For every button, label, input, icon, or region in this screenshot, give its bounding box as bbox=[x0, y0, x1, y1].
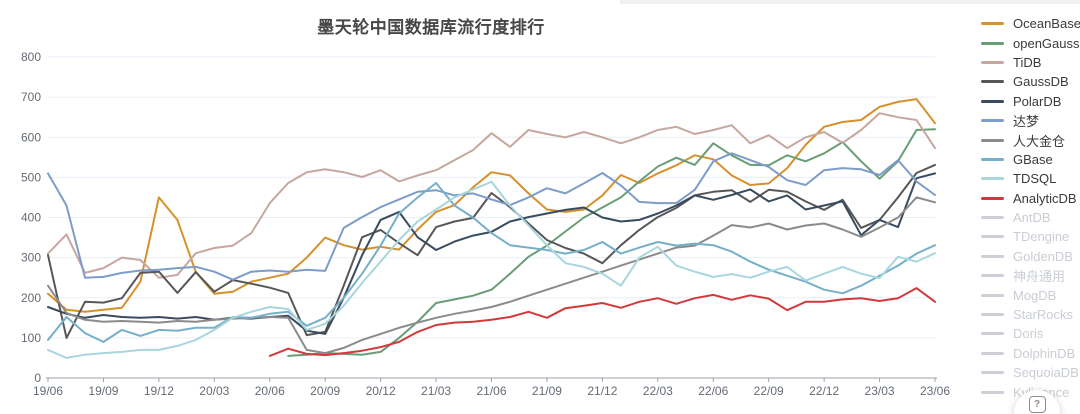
legend-label: AnalyticDB bbox=[1013, 190, 1077, 206]
y-axis-label: 600 bbox=[21, 130, 41, 144]
legend-swatch-icon bbox=[981, 235, 1004, 239]
legend-label: AntDB bbox=[1013, 210, 1051, 226]
y-axis-label: 200 bbox=[21, 291, 41, 305]
y-axis-label: 500 bbox=[21, 170, 41, 184]
legend-swatch-icon bbox=[981, 157, 1004, 161]
y-axis-label: 0 bbox=[34, 371, 41, 385]
x-axis-label: 22/06 bbox=[698, 384, 728, 398]
legend-label: 人大金仓 bbox=[1013, 133, 1066, 149]
legend-swatch-icon bbox=[981, 351, 1004, 355]
legend-swatch-icon bbox=[981, 41, 1004, 45]
legend-swatch-icon bbox=[981, 119, 1004, 123]
series-line-TiDB[interactable] bbox=[47, 112, 936, 279]
legend-swatch-icon bbox=[981, 293, 1004, 297]
x-axis-label: 21/03 bbox=[421, 384, 451, 398]
legend-item-StarRocks[interactable]: StarRocks bbox=[981, 305, 1080, 324]
x-axis-label: 22/03 bbox=[643, 384, 673, 398]
x-axis-label: 20/03 bbox=[199, 384, 229, 398]
series-line-TDSQL[interactable] bbox=[47, 180, 936, 359]
legend-label: Doris bbox=[1013, 326, 1044, 342]
help-icon: ? bbox=[1028, 396, 1046, 413]
legend-item-GoldenDB[interactable]: GoldenDB bbox=[981, 247, 1080, 266]
y-axis-label: 300 bbox=[21, 251, 41, 265]
x-axis-label: 21/06 bbox=[476, 384, 506, 398]
x-axis-label: 20/09 bbox=[310, 384, 340, 398]
legend-item-PolarDB[interactable]: PolarDB bbox=[981, 92, 1080, 111]
legend-label: PolarDB bbox=[1013, 93, 1062, 109]
legend-swatch-icon bbox=[981, 22, 1004, 26]
legend-item-SequoiaDB[interactable]: SequoiaDB bbox=[981, 363, 1080, 382]
legend-item-TDSQL[interactable]: TDSQL bbox=[981, 169, 1080, 188]
x-axis-label: 19/09 bbox=[88, 384, 118, 398]
series-line-人大金仓[interactable] bbox=[47, 196, 936, 355]
legend-swatch-icon bbox=[981, 254, 1004, 258]
legend-item-TiDB[interactable]: TiDB bbox=[981, 53, 1080, 72]
legend-item-人大金仓[interactable]: 人大金仓 bbox=[981, 130, 1080, 149]
series-line-openGauss[interactable] bbox=[287, 128, 936, 357]
series-line-PolarDB[interactable] bbox=[47, 172, 936, 335]
legend-item-DolphinDB[interactable]: DolphinDB bbox=[981, 344, 1080, 363]
x-axis-label: 20/06 bbox=[255, 384, 285, 398]
x-axis-label: 20/12 bbox=[366, 384, 396, 398]
y-axis-label: 800 bbox=[21, 50, 41, 64]
page-background-strip bbox=[620, 0, 1080, 4]
y-axis-label: 100 bbox=[21, 331, 41, 345]
legend-label: TDengine bbox=[1013, 229, 1070, 245]
chart-legend: OceanBase openGauss TiDB GaussDB PolarDB 达梦人大… bbox=[981, 14, 1080, 402]
legend-swatch-icon bbox=[981, 138, 1004, 142]
legend-swatch-icon bbox=[981, 216, 1004, 220]
legend-swatch-icon bbox=[981, 332, 1004, 336]
legend-label: TiDB bbox=[1013, 54, 1042, 70]
legend-label: GoldenDB bbox=[1013, 248, 1073, 264]
x-axis-label: 21/09 bbox=[532, 384, 562, 398]
legend-label: GaussDB bbox=[1013, 74, 1069, 90]
legend-label: StarRocks bbox=[1013, 307, 1073, 323]
legend-swatch-icon bbox=[981, 313, 1004, 317]
x-axis-label: 23/03 bbox=[865, 384, 895, 398]
legend-label: openGauss bbox=[1013, 35, 1080, 51]
series-line-AnalyticDB[interactable] bbox=[268, 287, 936, 357]
legend-label: DolphinDB bbox=[1013, 345, 1076, 361]
y-axis-label: 700 bbox=[21, 90, 41, 104]
legend-item-MogDB[interactable]: MogDB bbox=[981, 285, 1080, 304]
legend-item-AntDB[interactable]: AntDB bbox=[981, 208, 1080, 227]
legend-item-OceanBase[interactable]: OceanBase bbox=[981, 14, 1080, 33]
legend-swatch-icon bbox=[981, 60, 1004, 64]
legend-swatch-icon bbox=[981, 196, 1004, 200]
legend-label: SequoiaDB bbox=[1013, 365, 1079, 381]
x-axis-label: 22/12 bbox=[809, 384, 839, 398]
legend-label: MogDB bbox=[1013, 287, 1057, 303]
legend-swatch-icon bbox=[981, 80, 1004, 84]
legend-label: 神舟通用 bbox=[1013, 269, 1066, 285]
legend-swatch-icon bbox=[981, 274, 1004, 278]
x-axis-label: 23/06 bbox=[920, 384, 950, 398]
legend-item-Doris[interactable]: Doris bbox=[981, 324, 1080, 343]
series-line-达梦[interactable] bbox=[47, 152, 936, 281]
chart-title: 墨天轮中国数据库流行度排行 bbox=[317, 18, 545, 37]
series-line-GaussDB[interactable] bbox=[47, 163, 936, 339]
legend-item-AnalyticDB[interactable]: AnalyticDB bbox=[981, 189, 1080, 208]
legend-item-神舟通用[interactable]: 神舟通用 bbox=[981, 266, 1080, 285]
x-axis-label: 22/09 bbox=[754, 384, 784, 398]
legend-label: TDSQL bbox=[1013, 171, 1057, 187]
series-line-GBase[interactable] bbox=[47, 182, 936, 343]
y-axis-label: 400 bbox=[21, 211, 41, 225]
legend-item-GBase[interactable]: GBase bbox=[981, 150, 1080, 169]
legend-item-GaussDB[interactable]: GaussDB bbox=[981, 72, 1080, 91]
legend-swatch-icon bbox=[981, 371, 1004, 375]
legend-swatch-icon bbox=[981, 390, 1004, 394]
legend-item-openGauss[interactable]: openGauss bbox=[981, 33, 1080, 52]
legend-item-TDengine[interactable]: TDengine bbox=[981, 227, 1080, 246]
legend-swatch-icon bbox=[981, 177, 1004, 181]
legend-swatch-icon bbox=[981, 99, 1004, 103]
legend-item-达梦[interactable]: 达梦 bbox=[981, 111, 1080, 130]
x-axis-label: 21/12 bbox=[587, 384, 617, 398]
legend-label: OceanBase bbox=[1013, 16, 1080, 32]
x-axis-label: 19/12 bbox=[144, 384, 174, 398]
legend-label: 达梦 bbox=[1013, 114, 1040, 130]
legend-label: GBase bbox=[1013, 151, 1053, 167]
x-axis-label: 19/06 bbox=[33, 384, 63, 398]
